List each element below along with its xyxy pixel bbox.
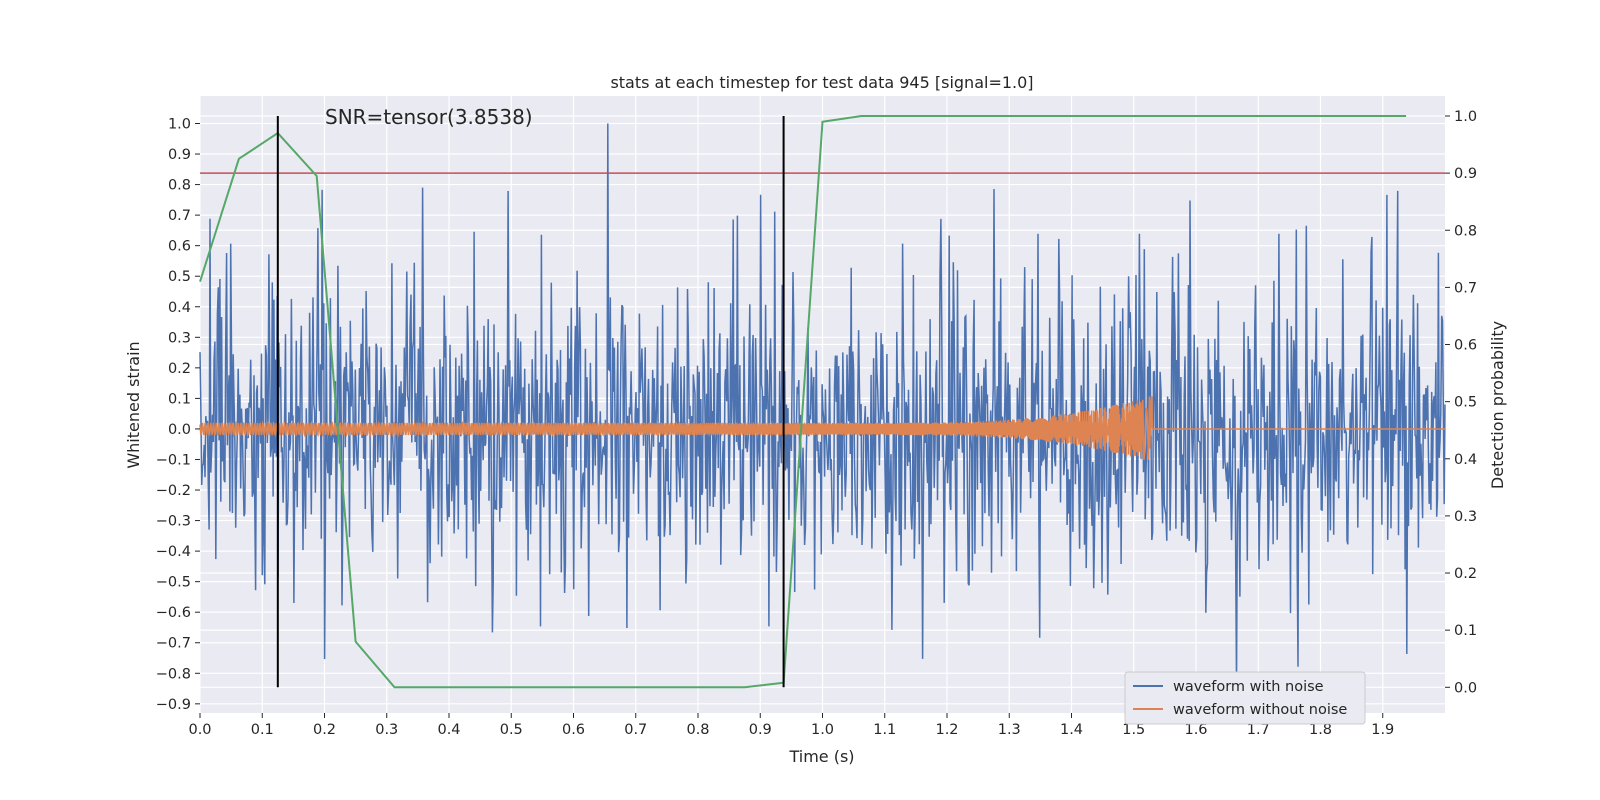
x-tick-label: 0.1 [251, 722, 274, 738]
y-right-tick-label: 0.5 [1454, 395, 1477, 411]
y-left-tick-label: −0.1 [156, 452, 191, 468]
y-left-axis-title: Whitened strain [124, 341, 143, 468]
x-tick-label: 1.6 [1184, 722, 1207, 738]
y-left-tick-label: −0.7 [156, 636, 191, 652]
y-left-tick-label: −0.3 [156, 514, 191, 530]
x-axis-title: Time (s) [788, 747, 854, 766]
y-right-tick-label: 0.7 [1454, 280, 1477, 296]
y-left-tick-label: −0.6 [156, 605, 191, 621]
x-tick-label: 0.5 [500, 722, 523, 738]
series-waveform-with-noise [199, 123, 1446, 683]
x-tick-label: 0.0 [188, 722, 211, 738]
snr-annotation: SNR=tensor(3.8538) [325, 105, 533, 129]
legend-box [1124, 671, 1366, 725]
x-tick-label: 0.3 [375, 722, 398, 738]
legend-label-clean: waveform without noise [1173, 702, 1347, 718]
x-tick-label: 0.6 [562, 722, 585, 738]
y-left-tick-label: −0.4 [156, 544, 191, 560]
y-right-tick-label: 0.8 [1454, 223, 1477, 239]
x-tick-label: 0.8 [686, 722, 709, 738]
y-left-tick-label: −0.9 [156, 697, 191, 713]
x-tick-label: 1.2 [935, 722, 958, 738]
y-right-tick-label: 1.0 [1454, 109, 1477, 125]
x-tick-label: 1.3 [998, 722, 1021, 738]
y-right-tick-label: 0.4 [1454, 452, 1477, 468]
legend: waveform with noise waveform without noi… [1124, 671, 1366, 725]
y-right-tick-label: 0.6 [1454, 338, 1477, 354]
y-left-tick-label: 0.2 [168, 361, 191, 377]
y-left-tick-label: 0.7 [168, 208, 191, 224]
y-left-tick-label: −0.5 [156, 575, 191, 591]
x-tick-label: 0.2 [313, 722, 336, 738]
y-left-tick-label: 0.0 [168, 422, 191, 438]
y-left-tick-label: 0.8 [168, 178, 191, 194]
x-tick-label: 1.1 [873, 722, 896, 738]
y-right-tick-label: 0.9 [1454, 166, 1477, 182]
x-axis-ticks: 0.0 0.1 0.2 0.3 0.4 0.5 0.6 0.7 0.8 0.9 1.0 1.1 1.2 1… [188, 713, 1394, 738]
x-tick-label: 1.5 [1122, 722, 1145, 738]
y-left-tick-label: 0.9 [168, 147, 191, 163]
series-detection-probability [199, 115, 1407, 689]
x-tick-label: 1.7 [1247, 722, 1270, 738]
y-right-tick-label: 0.2 [1454, 566, 1477, 582]
y-right-axis-title: Detection probability [1488, 321, 1507, 489]
y-right-tick-label: 0.1 [1454, 623, 1477, 639]
y-left-tick-label: 0.5 [168, 269, 191, 285]
y-left-tick-label: −0.2 [156, 483, 191, 499]
y-left-axis-ticks: 1.0 0.9 0.8 0.7 0.6 0.5 0.4 0.3 0.2 0.1 0.0 −0.1 −0.… [156, 116, 200, 713]
x-tick-label: 0.4 [437, 722, 460, 738]
y-left-tick-label: 0.6 [168, 239, 191, 255]
y-left-tick-label: 1.0 [168, 116, 191, 132]
x-tick-label: 0.9 [749, 722, 772, 738]
x-tick-label: 1.9 [1371, 722, 1394, 738]
x-tick-label: 1.4 [1060, 722, 1083, 738]
x-tick-label: 1.0 [811, 722, 834, 738]
chart-title: stats at each timestep for test data 945… [610, 73, 1033, 92]
y-right-tick-label: 0.0 [1454, 680, 1477, 696]
y-right-tick-label: 0.3 [1454, 509, 1477, 525]
series-layer [199, 115, 1446, 689]
y-right-axis-ticks: 1.0 0.9 0.8 0.7 0.6 0.5 0.4 0.3 0.2 0.1 0.0 [1445, 109, 1477, 696]
y-left-tick-label: 0.4 [168, 300, 191, 316]
legend-label-noise: waveform with noise [1173, 679, 1324, 695]
series-waveform-without-noise [199, 396, 1445, 461]
y-left-tick-label: 0.3 [168, 330, 191, 346]
y-left-tick-label: −0.8 [156, 666, 191, 682]
x-tick-label: 0.7 [624, 722, 647, 738]
y-left-tick-label: 0.1 [168, 391, 191, 407]
x-tick-label: 1.8 [1309, 722, 1332, 738]
